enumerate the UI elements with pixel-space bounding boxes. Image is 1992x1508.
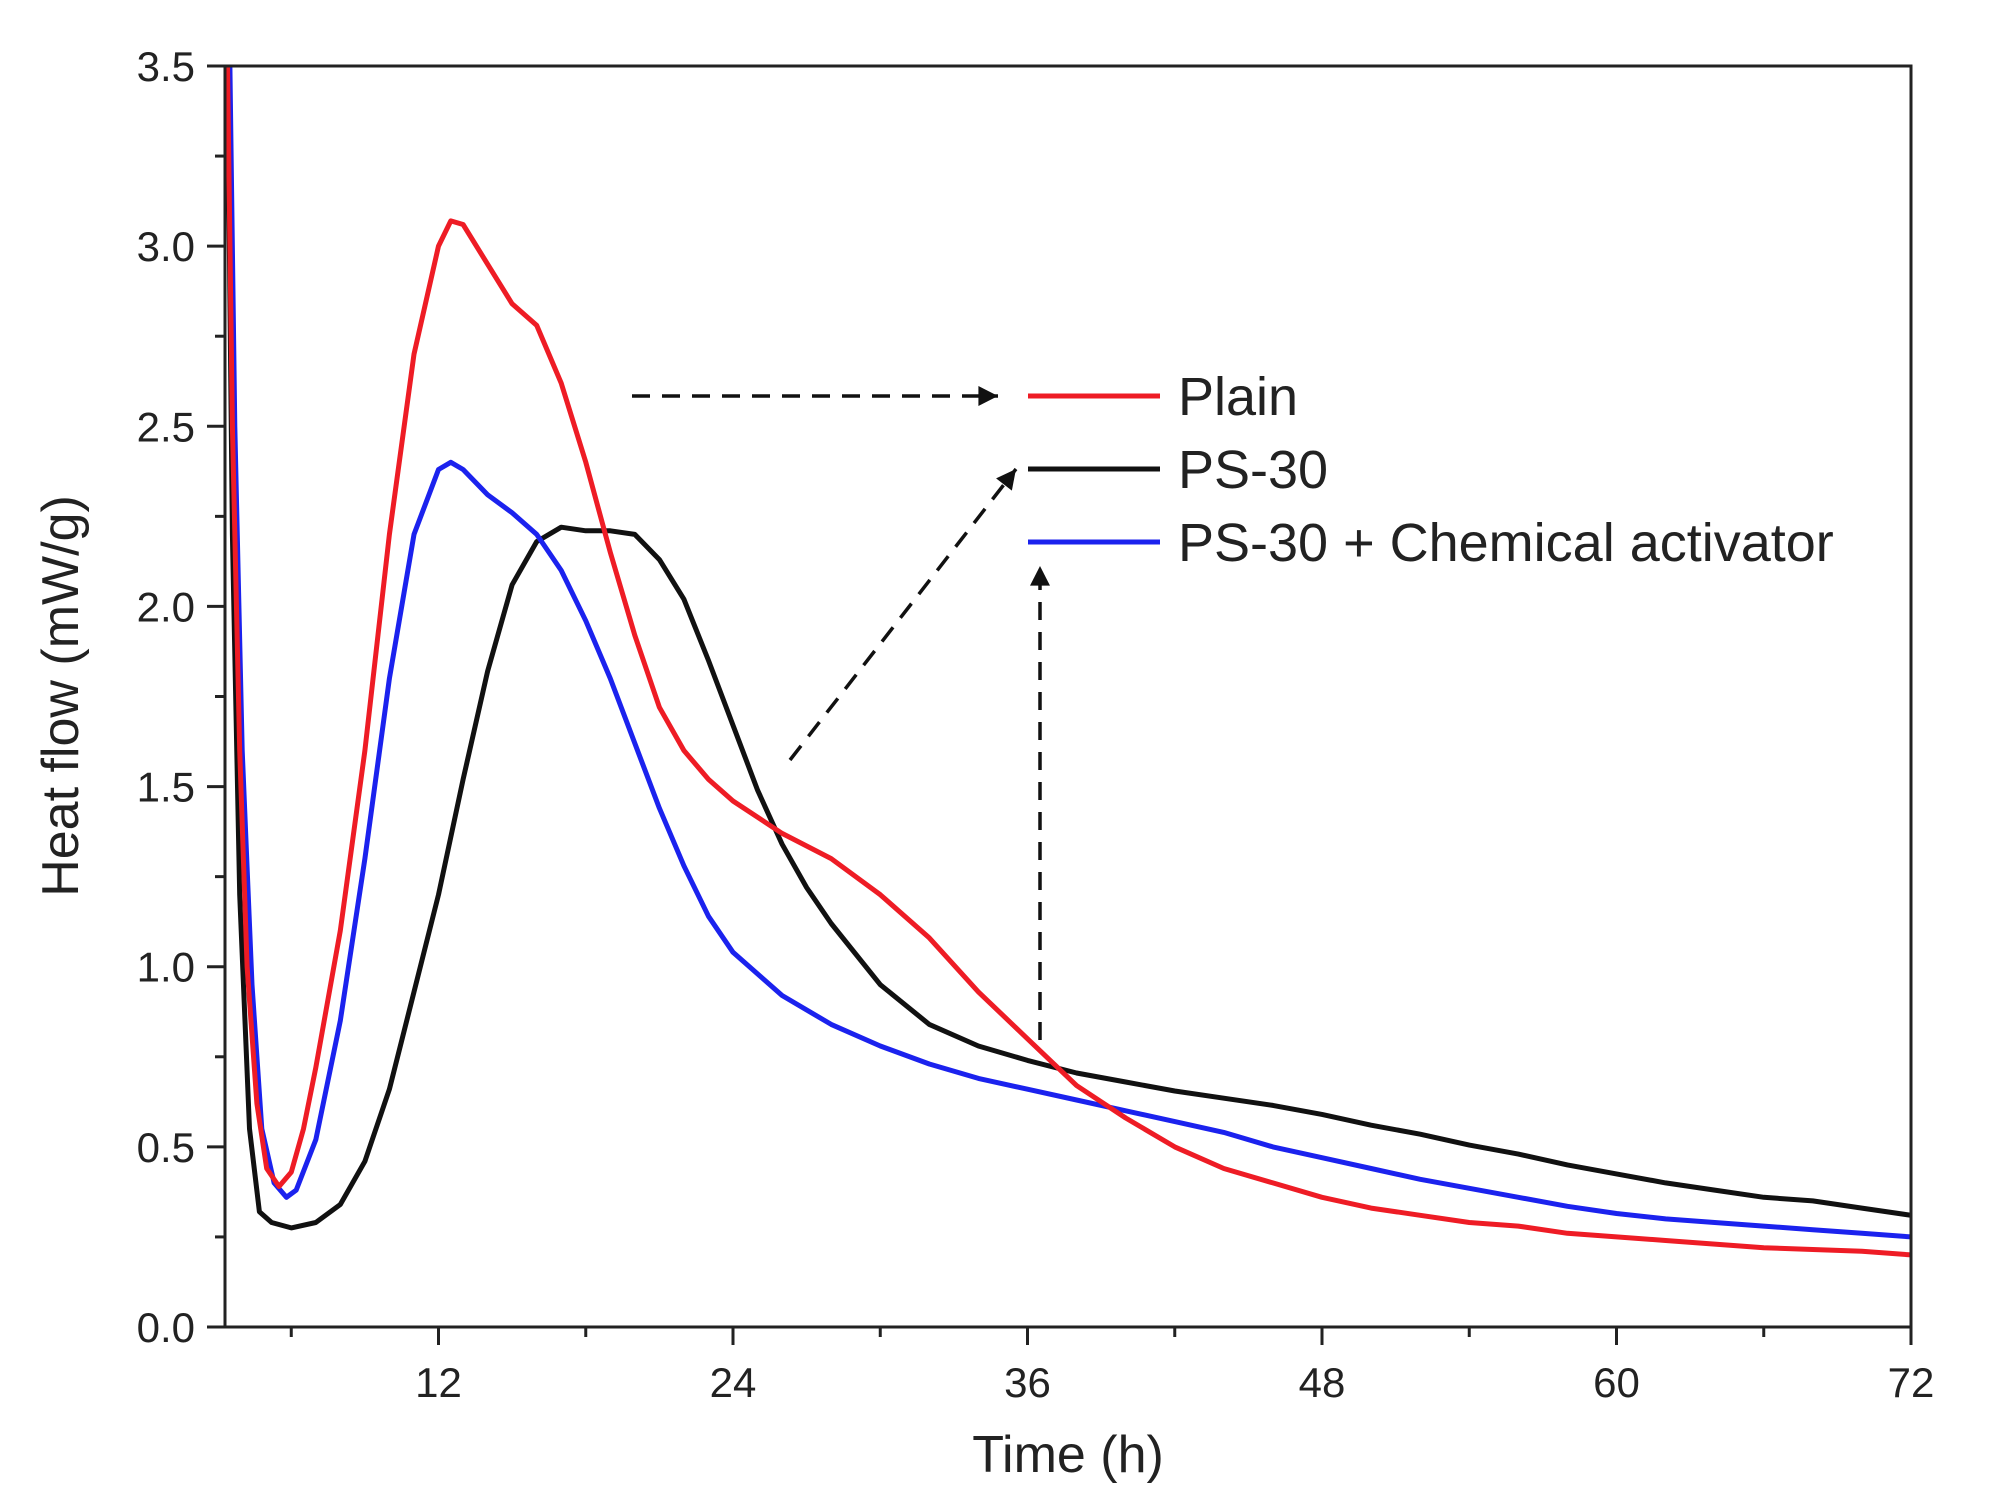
legend-entry: PS-30 + Chemical activator (1028, 513, 1834, 573)
series-line-ps-30 (225, 66, 1911, 1231)
x-tick-label: 48 (1299, 1359, 1346, 1406)
legend-label: PS-30 + Chemical activator (1178, 513, 1834, 573)
y-tick-label: 0.0 (137, 1304, 195, 1351)
x-tick-label: 72 (1888, 1359, 1935, 1406)
y-tick-label: 3.0 (137, 223, 195, 270)
x-tick-label: 12 (415, 1359, 462, 1406)
x-tick-label: 36 (1004, 1359, 1051, 1406)
y-tick-label: 1.5 (137, 764, 195, 811)
y-tick-label: 0.5 (137, 1124, 195, 1171)
plot-frame (223, 64, 1913, 1329)
y-tick-label: 2.0 (137, 583, 195, 630)
arrow-head (1030, 566, 1050, 586)
y-tick-label: 3.5 (137, 43, 195, 90)
x-tick-label: 60 (1593, 1359, 1640, 1406)
y-tick-label: 2.5 (137, 403, 195, 450)
arrow-head (996, 469, 1016, 491)
y-tick-label: 1.0 (137, 944, 195, 991)
annotation-arrow-ps30 (788, 467, 1018, 762)
arrow-head (978, 386, 998, 406)
legend-entry: Plain (1028, 367, 1298, 427)
x-tick-label: 24 (710, 1359, 757, 1406)
legend-label: PS-30 (1178, 440, 1328, 500)
legend-label: Plain (1178, 367, 1298, 427)
series-line-plain (225, 66, 1911, 1258)
legend-entry: PS-30 (1028, 440, 1328, 500)
x-axis-title: Time (h) (972, 1426, 1164, 1484)
series-line-ps-30-chemical-activator (227, 66, 1911, 1240)
y-axis-title: Heat flow (mW/g) (32, 495, 90, 897)
